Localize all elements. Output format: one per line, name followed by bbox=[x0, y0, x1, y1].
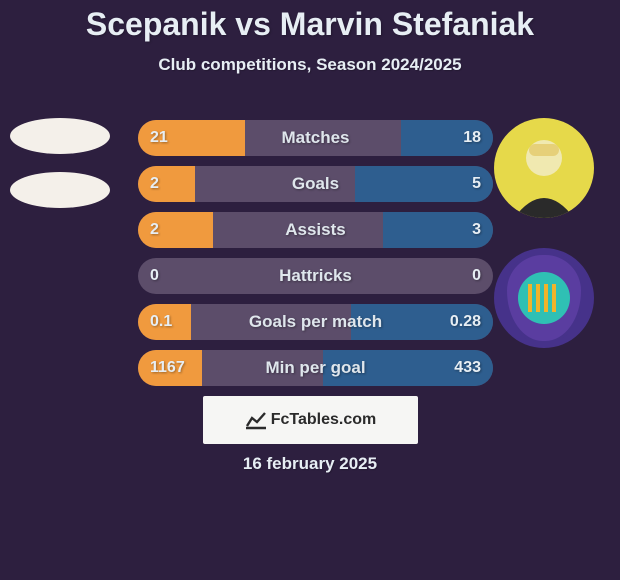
left-club-avatar bbox=[10, 172, 110, 208]
stat-label: Hattricks bbox=[138, 266, 493, 286]
stat-label: Matches bbox=[138, 128, 493, 148]
right-player-avatar bbox=[494, 118, 594, 218]
stat-row: 23Assists bbox=[138, 212, 493, 248]
stat-row: 25Goals bbox=[138, 166, 493, 202]
right-avatar-group bbox=[494, 118, 594, 378]
date-label: 16 february 2025 bbox=[0, 454, 620, 474]
stat-label: Assists bbox=[138, 220, 493, 240]
stats-table: 2118Matches 25Goals 23Assists 00Hattricks 0.… bbox=[138, 120, 493, 396]
stat-label: Goals bbox=[138, 174, 493, 194]
stat-row: 2118Matches bbox=[138, 120, 493, 156]
club-crest-icon bbox=[504, 252, 584, 344]
subtitle: Club competitions, Season 2024/2025 bbox=[0, 55, 620, 75]
stat-label: Goals per match bbox=[138, 312, 493, 332]
source-badge-label: FcTables.com bbox=[271, 411, 377, 429]
stat-row: 1167433Min per goal bbox=[138, 350, 493, 386]
comparison-card: Scepanik vs Marvin Stefaniak Club compet… bbox=[0, 0, 620, 580]
source-badge[interactable]: FcTables.com bbox=[203, 396, 418, 444]
right-club-avatar bbox=[494, 248, 594, 348]
left-avatar-group bbox=[10, 118, 110, 226]
player-silhouette-icon bbox=[494, 118, 594, 218]
page-title: Scepanik vs Marvin Stefaniak bbox=[0, 0, 620, 43]
stat-row: 00Hattricks bbox=[138, 258, 493, 294]
left-player-avatar bbox=[10, 118, 110, 154]
chart-icon bbox=[245, 410, 267, 430]
stat-row: 0.10.28Goals per match bbox=[138, 304, 493, 340]
crest-inner-icon bbox=[524, 278, 564, 318]
stat-label: Min per goal bbox=[138, 358, 493, 378]
